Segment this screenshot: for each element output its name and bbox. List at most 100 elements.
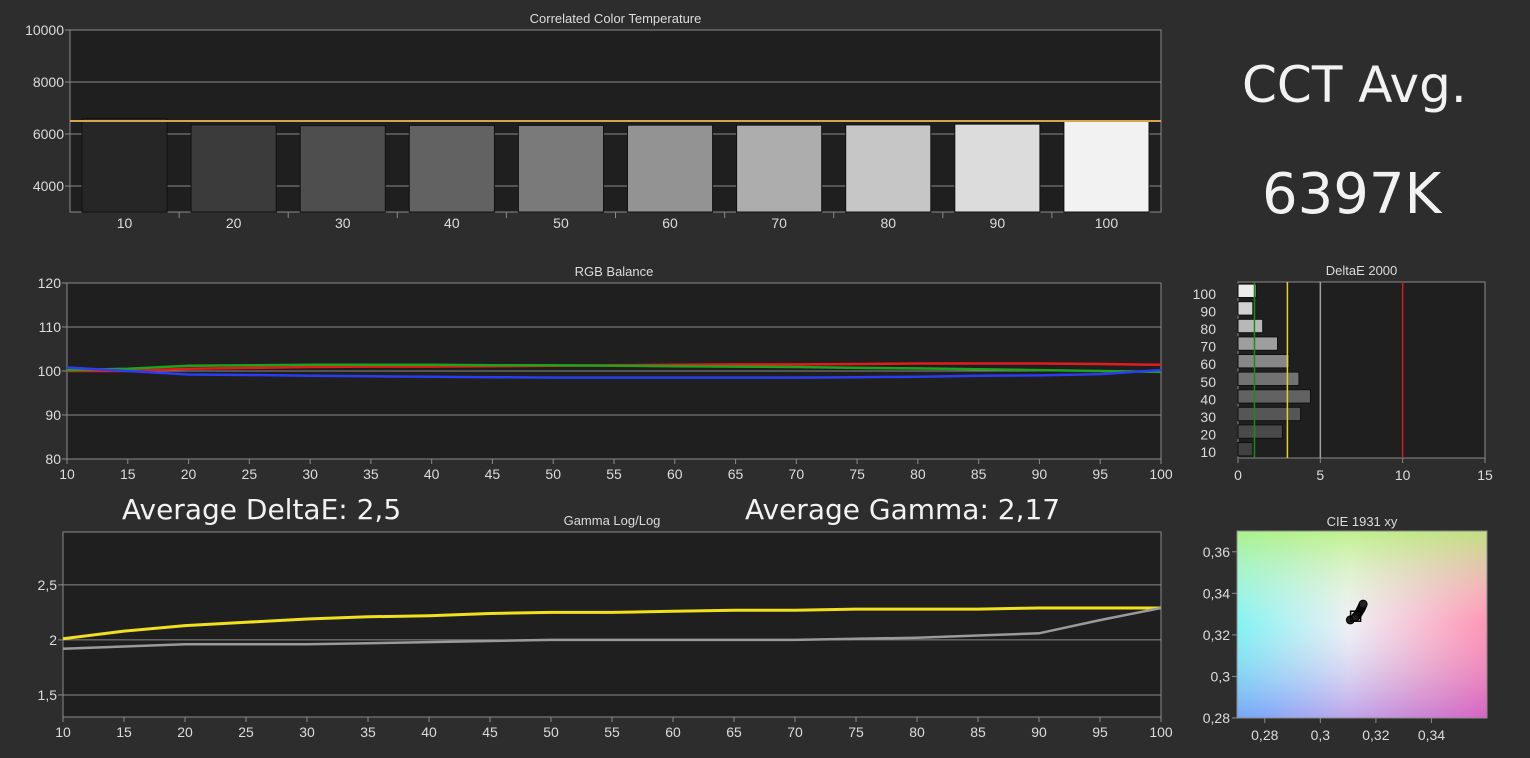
deltae-bar [1237, 371, 1300, 386]
gamma-ytick-label: 1,5 [38, 687, 58, 703]
cct-xtick-label: 30 [335, 215, 351, 231]
cct-xtick-label: 80 [880, 215, 896, 231]
rgb-xtick-label: 90 [1032, 466, 1048, 482]
rgb-xtick-label: 70 [789, 466, 805, 482]
gamma-xtick-label: 45 [482, 724, 498, 740]
rgb-balance-chart: RGB Balance 80 90 100 110 120 10 15 20 25 30 35 40 45… [38, 264, 1173, 482]
deltae-bar [1237, 336, 1279, 351]
average-gamma-text: Average Gamma: 2,17 [745, 493, 1061, 526]
rgb-title: RGB Balance [575, 264, 654, 279]
gamma-xtick-label: 80 [909, 724, 925, 740]
cct-xtick-label: 100 [1095, 215, 1119, 231]
cct-title: Correlated Color Temperature [530, 11, 702, 26]
deltae-bar [1237, 318, 1264, 334]
gamma-title: Gamma Log/Log [564, 513, 661, 528]
cie-xtick-label: 0,3 [1311, 727, 1331, 743]
cct-xtick-label: 20 [226, 215, 242, 231]
cct-xtick-label: 70 [771, 215, 787, 231]
rgb-xtick-label: 15 [120, 466, 136, 482]
rgb-xtick-label: 95 [1092, 466, 1108, 482]
gamma-xtick-label: 55 [604, 724, 620, 740]
rgb-xtick-label: 50 [545, 466, 561, 482]
gamma-xtick-label: 90 [1031, 724, 1047, 740]
cct-xtick-label: 40 [444, 215, 460, 231]
deltae-bar [1237, 442, 1254, 457]
gamma-xtick-label: 30 [299, 724, 315, 740]
cie-plot-area [1236, 530, 1488, 719]
rgb-ytick-label: 100 [38, 363, 62, 379]
cct-bar [627, 124, 714, 213]
gamma-xtick-label: 60 [665, 724, 681, 740]
rgb-xtick-label: 55 [606, 466, 622, 482]
cct-xtick-label: 50 [553, 215, 569, 231]
deltae-xtick-label: 15 [1477, 467, 1493, 483]
deltae-ytick-label: 70 [1200, 339, 1216, 355]
cie-measured-point [1358, 599, 1368, 609]
deltae-ytick-label: 80 [1200, 321, 1216, 337]
deltae-xtick-label: 0 [1234, 467, 1242, 483]
gamma-xtick-label: 75 [848, 724, 864, 740]
rgb-xtick-label: 30 [302, 466, 318, 482]
deltae-bar [1237, 301, 1254, 316]
gamma-xtick-label: 95 [1092, 724, 1108, 740]
rgb-xtick-label: 65 [728, 466, 744, 482]
gamma-series-line [62, 606, 1162, 650]
cct-xtick-label: 60 [662, 215, 678, 231]
deltae-ytick-label: 100 [1193, 286, 1217, 302]
cie-chart: CIE 1931 xy 0,28 0,3 0,32 0,34 0,28 0,3 0,32 0,3… [1203, 514, 1488, 743]
gamma-plot-area [62, 531, 1162, 718]
cie-target-marker [1349, 610, 1362, 622]
gamma-xtick-label: 15 [116, 724, 132, 740]
rgb-xtick-label: 100 [1149, 466, 1173, 482]
deltae-bar [1237, 283, 1257, 298]
rgb-xtick-label: 75 [849, 466, 865, 482]
cie-ytick-label: 0,34 [1203, 585, 1230, 601]
cct-ytick-label: 4000 [33, 178, 64, 194]
gamma-xtick-label: 20 [177, 724, 193, 740]
cct-bar [954, 123, 1041, 213]
deltae-bar [1237, 424, 1283, 439]
deltae-ytick-label: 60 [1200, 356, 1216, 372]
cie-title: CIE 1931 xy [1327, 514, 1398, 529]
deltae-bar [1237, 406, 1302, 422]
cct-bar [299, 125, 386, 213]
rgb-xtick-label: 85 [971, 466, 987, 482]
cct-bar [190, 124, 277, 213]
deltae-ytick-label: 20 [1200, 427, 1216, 443]
gamma-series-line [62, 606, 1161, 641]
cct-chart: Correlated Color Temperature 4000 6000 8000… [25, 11, 1162, 231]
cct-bar [1063, 120, 1150, 213]
gamma-chart: Gamma Log/Log 1,5 2 2,5 10 15 20 25 30 35 40 45 50 55… [38, 513, 1173, 740]
cie-ytick-label: 0,3 [1211, 668, 1231, 684]
rgb-xtick-label: 45 [485, 466, 501, 482]
gamma-xtick-label: 70 [787, 724, 803, 740]
gamma-xtick-label: 10 [55, 724, 71, 740]
rgb-xtick-label: 80 [910, 466, 926, 482]
gamma-ytick-label: 2 [49, 632, 57, 648]
gamma-xtick-label: 100 [1149, 724, 1173, 740]
cct-bar [736, 124, 823, 213]
gamma-ytick-label: 2,5 [38, 577, 58, 593]
cct-xtick-label: 90 [990, 215, 1006, 231]
rgb-xtick-label: 20 [181, 466, 197, 482]
rgb-series-line [66, 363, 1162, 374]
deltae-ytick-label: 30 [1200, 409, 1216, 425]
deltae-ytick-label: 50 [1200, 374, 1216, 390]
cie-ytick-label: 0,28 [1203, 710, 1230, 726]
rgb-ytick-label: 120 [38, 275, 62, 291]
deltae-title: DeltaE 2000 [1326, 263, 1398, 278]
cct-ytick-label: 6000 [33, 126, 64, 142]
gamma-xtick-label: 85 [970, 724, 986, 740]
cie-xtick-label: 0,32 [1362, 727, 1389, 743]
rgb-series-line [66, 366, 1162, 379]
rgb-ytick-label: 80 [45, 451, 61, 467]
rgb-xtick-label: 60 [667, 466, 683, 482]
cct-ytick-label: 8000 [33, 74, 64, 90]
deltae-xtick-label: 10 [1395, 467, 1411, 483]
gamma-xtick-label: 40 [421, 724, 437, 740]
cct-bar [408, 124, 495, 213]
rgb-xtick-label: 35 [363, 466, 379, 482]
cie-xtick-label: 0,28 [1251, 727, 1278, 743]
